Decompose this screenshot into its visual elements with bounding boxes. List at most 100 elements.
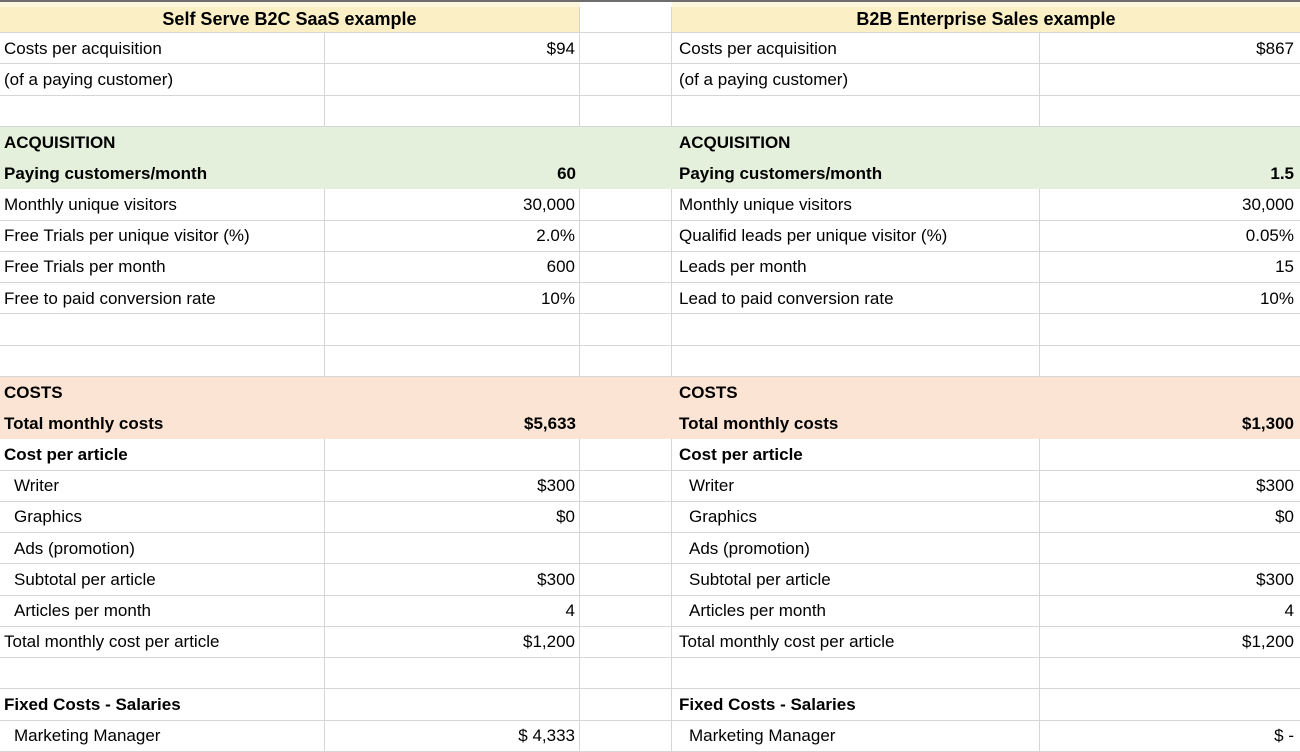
- cell-label[interactable]: (of a paying customer): [672, 64, 1040, 96]
- gap-cell[interactable]: [580, 251, 672, 283]
- gap-cell[interactable]: [580, 7, 672, 33]
- cell-value[interactable]: [325, 127, 580, 158]
- cell-label[interactable]: Free Trials per month: [0, 251, 325, 283]
- cell-value[interactable]: [325, 689, 580, 721]
- cell-label[interactable]: Monthly unique visitors: [672, 189, 1040, 221]
- cell-label[interactable]: Monthly unique visitors: [0, 189, 325, 221]
- cell-value[interactable]: 60: [557, 164, 576, 184]
- cell-label[interactable]: Paying customers/month: [679, 164, 883, 184]
- gap-cell[interactable]: [580, 595, 672, 627]
- cell-value[interactable]: 4: [1040, 595, 1300, 627]
- cell-value[interactable]: 10%: [325, 283, 580, 315]
- cell-label[interactable]: Total monthly costs: [4, 414, 164, 434]
- cell-label[interactable]: [672, 314, 1040, 346]
- cell-label[interactable]: [0, 95, 325, 127]
- gap-cell[interactable]: [580, 689, 672, 721]
- gap-cell[interactable]: [580, 283, 672, 315]
- cell-value[interactable]: $300: [1040, 564, 1300, 596]
- cell-value[interactable]: [325, 95, 580, 127]
- cell-label[interactable]: [0, 345, 325, 377]
- cell-label[interactable]: [672, 345, 1040, 377]
- cell-label[interactable]: COSTS: [4, 382, 63, 402]
- gap-cell[interactable]: [580, 501, 672, 533]
- cell-value[interactable]: $867: [1040, 33, 1300, 65]
- cell-value[interactable]: $1,200: [325, 626, 580, 658]
- cell-label[interactable]: Ads (promotion): [672, 533, 1040, 565]
- cell-value[interactable]: $5,633: [524, 414, 576, 434]
- cell-value[interactable]: [1040, 95, 1300, 127]
- gap-cell[interactable]: [580, 158, 672, 189]
- cell-label[interactable]: ACQUISITION: [4, 132, 116, 152]
- cell-value[interactable]: [325, 658, 580, 690]
- gap-cell[interactable]: [580, 220, 672, 252]
- cell-label[interactable]: Total monthly costs: [679, 414, 839, 434]
- cell-value[interactable]: [325, 64, 580, 96]
- cell-value[interactable]: 600: [325, 251, 580, 283]
- cell-value[interactable]: $300: [325, 564, 580, 596]
- cell-value[interactable]: $ -: [1040, 720, 1300, 752]
- cell-value[interactable]: $0: [325, 501, 580, 533]
- cell-label[interactable]: Marketing Manager: [672, 720, 1040, 752]
- cell-label[interactable]: Fixed Costs - Salaries: [672, 689, 1040, 721]
- cell-label[interactable]: [672, 658, 1040, 690]
- cell-label[interactable]: Free Trials per unique visitor (%): [0, 220, 325, 252]
- cell-value[interactable]: $300: [1040, 470, 1300, 502]
- cell-label[interactable]: (of a paying customer): [0, 64, 325, 96]
- cell-value[interactable]: 10%: [1040, 283, 1300, 315]
- cell-value[interactable]: [325, 533, 580, 565]
- cell-label[interactable]: ACQUISITION: [679, 132, 791, 152]
- cell-value[interactable]: $1,200: [1040, 626, 1300, 658]
- cell-value[interactable]: $94: [325, 33, 580, 65]
- cell-label[interactable]: [672, 95, 1040, 127]
- cell-value[interactable]: 15: [1040, 251, 1300, 283]
- cell-label[interactable]: Articles per month: [672, 595, 1040, 627]
- cell-value[interactable]: $1,300: [1242, 414, 1294, 434]
- cell-label[interactable]: Articles per month: [0, 595, 325, 627]
- cell-value[interactable]: 4: [325, 595, 580, 627]
- cell-value[interactable]: 30,000: [325, 189, 580, 221]
- cell-label[interactable]: Paying customers/month: [4, 164, 208, 184]
- cell-label[interactable]: Subtotal per article: [672, 564, 1040, 596]
- gap-cell[interactable]: [580, 626, 672, 658]
- gap-cell[interactable]: [580, 658, 672, 690]
- cell-label[interactable]: Graphics: [672, 501, 1040, 533]
- cell-value[interactable]: [1040, 658, 1300, 690]
- cell-value[interactable]: [1040, 64, 1300, 96]
- cell-value[interactable]: [1040, 689, 1300, 721]
- cell-value[interactable]: [325, 314, 580, 346]
- gap-cell[interactable]: [580, 127, 672, 158]
- cell-value[interactable]: $300: [325, 470, 580, 502]
- cell-value[interactable]: $ 4,333: [325, 720, 580, 752]
- cell-label[interactable]: Ads (promotion): [0, 533, 325, 565]
- cell-value[interactable]: 0.05%: [1040, 220, 1300, 252]
- cell-label[interactable]: Graphics: [0, 501, 325, 533]
- gap-cell[interactable]: [580, 189, 672, 221]
- cell-label[interactable]: Cost per article: [672, 439, 1040, 471]
- cell-value[interactable]: [1040, 533, 1300, 565]
- gap-cell[interactable]: [580, 564, 672, 596]
- gap-cell[interactable]: [580, 314, 672, 346]
- cell-label[interactable]: Cost per article: [0, 439, 325, 471]
- cell-label[interactable]: Lead to paid conversion rate: [672, 283, 1040, 315]
- cell-label[interactable]: [0, 314, 325, 346]
- cell-value[interactable]: [1040, 314, 1300, 346]
- gap-cell[interactable]: [580, 439, 672, 471]
- cell-value[interactable]: 1.5: [1270, 164, 1294, 184]
- cell-label[interactable]: Marketing Manager: [0, 720, 325, 752]
- cell-value[interactable]: [1040, 377, 1300, 408]
- cell-label[interactable]: Writer: [672, 470, 1040, 502]
- right-table-title[interactable]: B2B Enterprise Sales example: [672, 7, 1300, 33]
- cell-value[interactable]: 2.0%: [325, 220, 580, 252]
- gap-cell[interactable]: [580, 470, 672, 502]
- cell-value[interactable]: [1040, 127, 1300, 158]
- cell-label[interactable]: Subtotal per article: [0, 564, 325, 596]
- cell-value[interactable]: [1040, 439, 1300, 471]
- gap-cell[interactable]: [580, 64, 672, 96]
- cell-label[interactable]: Total monthly cost per article: [672, 626, 1040, 658]
- gap-cell[interactable]: [580, 720, 672, 752]
- cell-value[interactable]: [325, 377, 580, 408]
- cell-value[interactable]: [1040, 345, 1300, 377]
- gap-cell[interactable]: [580, 377, 672, 408]
- cell-value[interactable]: [325, 439, 580, 471]
- cell-label[interactable]: Fixed Costs - Salaries: [0, 689, 325, 721]
